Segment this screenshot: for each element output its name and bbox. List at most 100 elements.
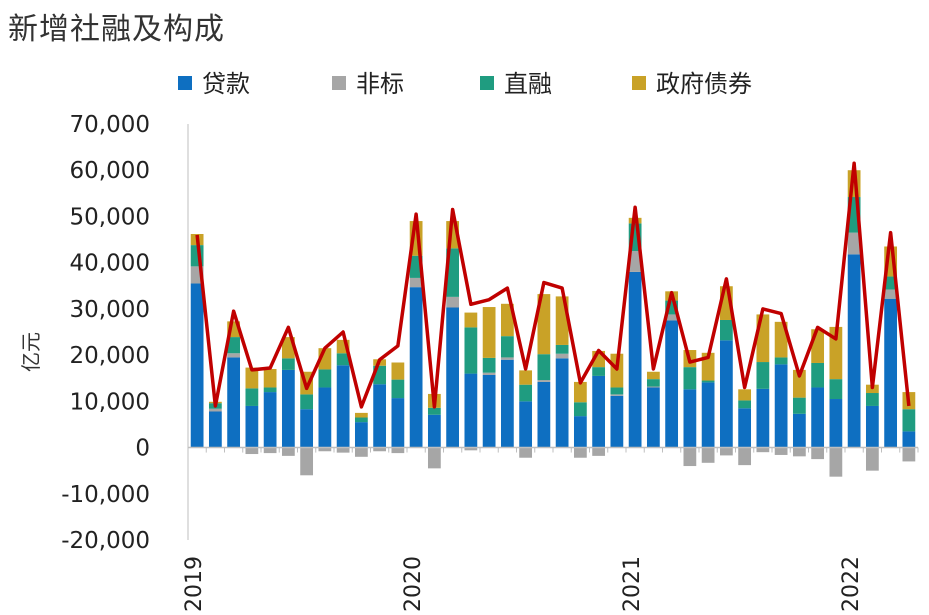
legend-label: 政府债券: [656, 70, 752, 98]
bar-segment: [847, 254, 861, 448]
bar-segment: [573, 381, 587, 403]
bar-segment: [884, 298, 898, 448]
bar-segment: [427, 407, 441, 415]
bar-segment: [464, 312, 478, 328]
bar-segment: [373, 447, 387, 452]
bar-segment: [354, 417, 368, 423]
bar-segment: [464, 373, 478, 448]
bar-segment: [281, 447, 295, 456]
bar-segment: [829, 447, 843, 477]
bar-segment: [738, 389, 752, 401]
bar-segment: [811, 447, 825, 460]
bar-segment: [354, 422, 368, 448]
bar-segment: [646, 387, 660, 448]
bar-segment: [646, 386, 660, 388]
bar-segment: [391, 447, 405, 454]
legend-label: 非标: [356, 70, 404, 98]
bar-segment: [300, 447, 314, 476]
legend-label: 贷款: [202, 70, 250, 98]
bar-segment: [227, 353, 241, 358]
bar-segment: [555, 344, 569, 354]
bar-segment: [537, 380, 551, 382]
bar-segment: [811, 362, 825, 388]
bar-segment: [281, 369, 295, 448]
y-tick-label: 40,000: [70, 251, 150, 277]
bar-segment: [665, 320, 679, 448]
legend-item: 贷款: [178, 70, 250, 98]
bar-segment: [500, 336, 514, 358]
bar-segment: [701, 380, 715, 383]
bar-segment: [792, 397, 806, 414]
bar-segment: [427, 414, 441, 448]
bar-segment: [683, 447, 697, 467]
bar-segment: [774, 357, 788, 365]
bar-segment: [446, 307, 460, 448]
bar-segment: [592, 367, 606, 376]
x-tick-label: 2019: [182, 556, 207, 612]
bar-segment: [865, 393, 879, 406]
bar-segment: [227, 337, 241, 354]
bar-segment: [391, 398, 405, 448]
bar-segment: [847, 232, 861, 255]
bar-segment: [482, 357, 496, 373]
bar-segment: [592, 375, 606, 448]
bar-segment: [208, 408, 222, 412]
bar-segment: [756, 362, 770, 389]
total-line-path: [195, 161, 911, 409]
bar-segment: [354, 447, 368, 457]
bar-segment: [555, 358, 569, 448]
bar-segment: [300, 394, 314, 410]
bar-segment: [884, 276, 898, 290]
bar-segment: [865, 405, 879, 448]
bar-segment: [738, 447, 752, 466]
bar-segment: [829, 379, 843, 400]
bar-segment: [409, 277, 423, 288]
y-tick-label: 10,000: [70, 389, 150, 415]
bar-segment: [646, 379, 660, 387]
bar-segment: [902, 409, 916, 432]
bar-segment: [719, 340, 733, 448]
bar-segment: [829, 399, 843, 448]
bar-segment: [519, 401, 533, 448]
legend-item: 政府债券: [632, 70, 752, 98]
bar-segment: [628, 251, 642, 272]
bar-segment: [683, 389, 697, 448]
bar-segment: [391, 379, 405, 399]
chart-title: 新增社融及构成: [8, 12, 225, 47]
bar-segment: [902, 447, 916, 462]
bar-segment: [738, 400, 752, 409]
bar-segment: [537, 354, 551, 381]
bar-segment: [646, 371, 660, 380]
bar-segment: [573, 447, 587, 458]
bar-segment: [665, 314, 679, 321]
bar-segment: [354, 412, 368, 418]
bar-segment: [409, 287, 423, 448]
y-tick-label: 50,000: [70, 204, 150, 230]
x-tick-label: 2021: [620, 556, 645, 612]
bar-segment: [537, 381, 551, 448]
y-axis: 70,000 60,000 50,000 40,000 30,000 20,000 10,0…: [61, 112, 150, 554]
bar-segment: [829, 326, 843, 380]
legend-label: 直融: [504, 70, 552, 98]
bar-segment: [482, 307, 496, 358]
y-axis-label: 亿元: [19, 332, 43, 372]
bar-segment: [482, 372, 496, 375]
bar-segment: [500, 357, 514, 360]
bar-segment: [318, 447, 332, 452]
bar-segment: [902, 431, 916, 448]
bar-segment: [245, 388, 259, 406]
bar-segment: [427, 447, 441, 469]
bar-segment: [208, 411, 222, 448]
y-tick-label: 30,000: [70, 297, 150, 323]
legend-item: 非标: [332, 70, 404, 98]
bar-segment: [610, 387, 624, 395]
bar-segment: [500, 359, 514, 448]
bar-segment: [464, 447, 478, 451]
legend-swatch: [480, 76, 494, 90]
bar-segment: [482, 374, 496, 448]
bar-segment: [610, 395, 624, 448]
bar-segment: [884, 289, 898, 299]
bar-segment: [245, 405, 259, 448]
bar-segment: [792, 413, 806, 448]
